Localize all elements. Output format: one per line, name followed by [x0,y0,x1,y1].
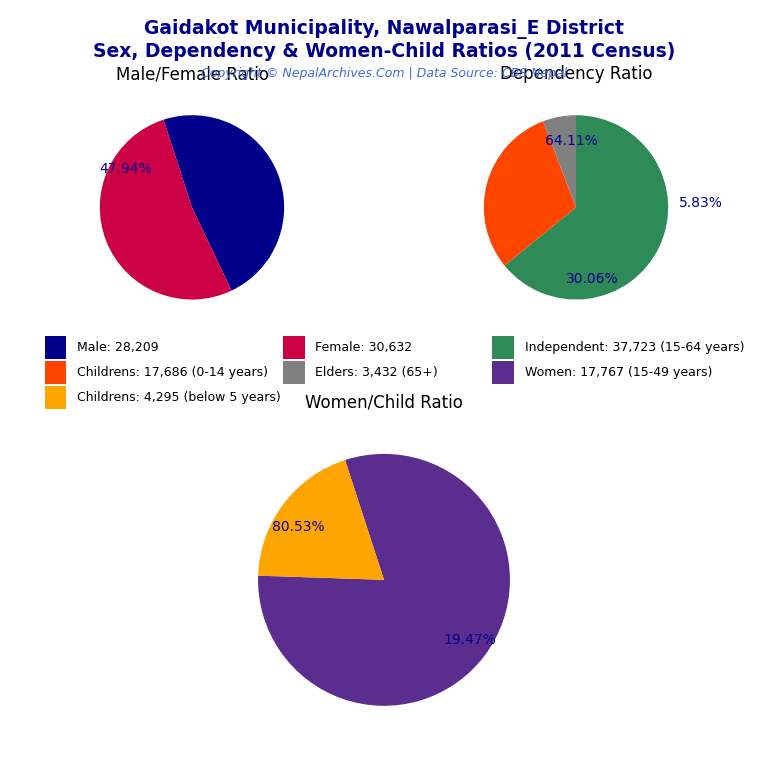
Title: Dependency Ratio: Dependency Ratio [500,65,652,83]
Title: Women/Child Ratio: Women/Child Ratio [305,394,463,412]
Text: 5.83%: 5.83% [679,196,723,210]
Wedge shape [505,115,668,300]
Text: 30.06%: 30.06% [566,272,619,286]
Text: Childrens: 17,686 (0-14 years): Childrens: 17,686 (0-14 years) [77,366,268,379]
Title: Male/Female Ratio: Male/Female Ratio [115,65,269,83]
Wedge shape [258,454,510,706]
Bar [492,361,514,384]
Text: 19.47%: 19.47% [443,634,496,647]
Text: Sex, Dependency & Women-Child Ratios (2011 Census): Sex, Dependency & Women-Child Ratios (20… [93,42,675,61]
Text: Childrens: 4,295 (below 5 years): Childrens: 4,295 (below 5 years) [77,392,281,404]
Text: 80.53%: 80.53% [272,520,325,534]
Text: Women: 17,767 (15-49 years): Women: 17,767 (15-49 years) [525,366,712,379]
Bar [45,386,66,409]
Text: Female: 30,632: Female: 30,632 [315,341,412,353]
Wedge shape [484,121,576,266]
Bar [45,336,66,359]
Wedge shape [258,460,384,580]
Bar [492,336,514,359]
Bar [283,336,305,359]
Text: 47.94%: 47.94% [99,161,152,176]
Wedge shape [100,120,232,300]
Text: Gaidakot Municipality, Nawalparasi_E District: Gaidakot Municipality, Nawalparasi_E Dis… [144,19,624,39]
Text: 64.11%: 64.11% [545,134,598,148]
Bar [283,361,305,384]
Text: Male: 28,209: Male: 28,209 [77,341,159,353]
Text: Elders: 3,432 (65+): Elders: 3,432 (65+) [315,366,438,379]
Wedge shape [164,115,284,290]
Wedge shape [543,115,576,207]
Text: Independent: 37,723 (15-64 years): Independent: 37,723 (15-64 years) [525,341,744,353]
Bar [45,361,66,384]
Text: 52.06%: 52.06% [219,248,272,263]
Text: Copyright © NepalArchives.Com | Data Source: CBS Nepal: Copyright © NepalArchives.Com | Data Sou… [201,67,567,80]
